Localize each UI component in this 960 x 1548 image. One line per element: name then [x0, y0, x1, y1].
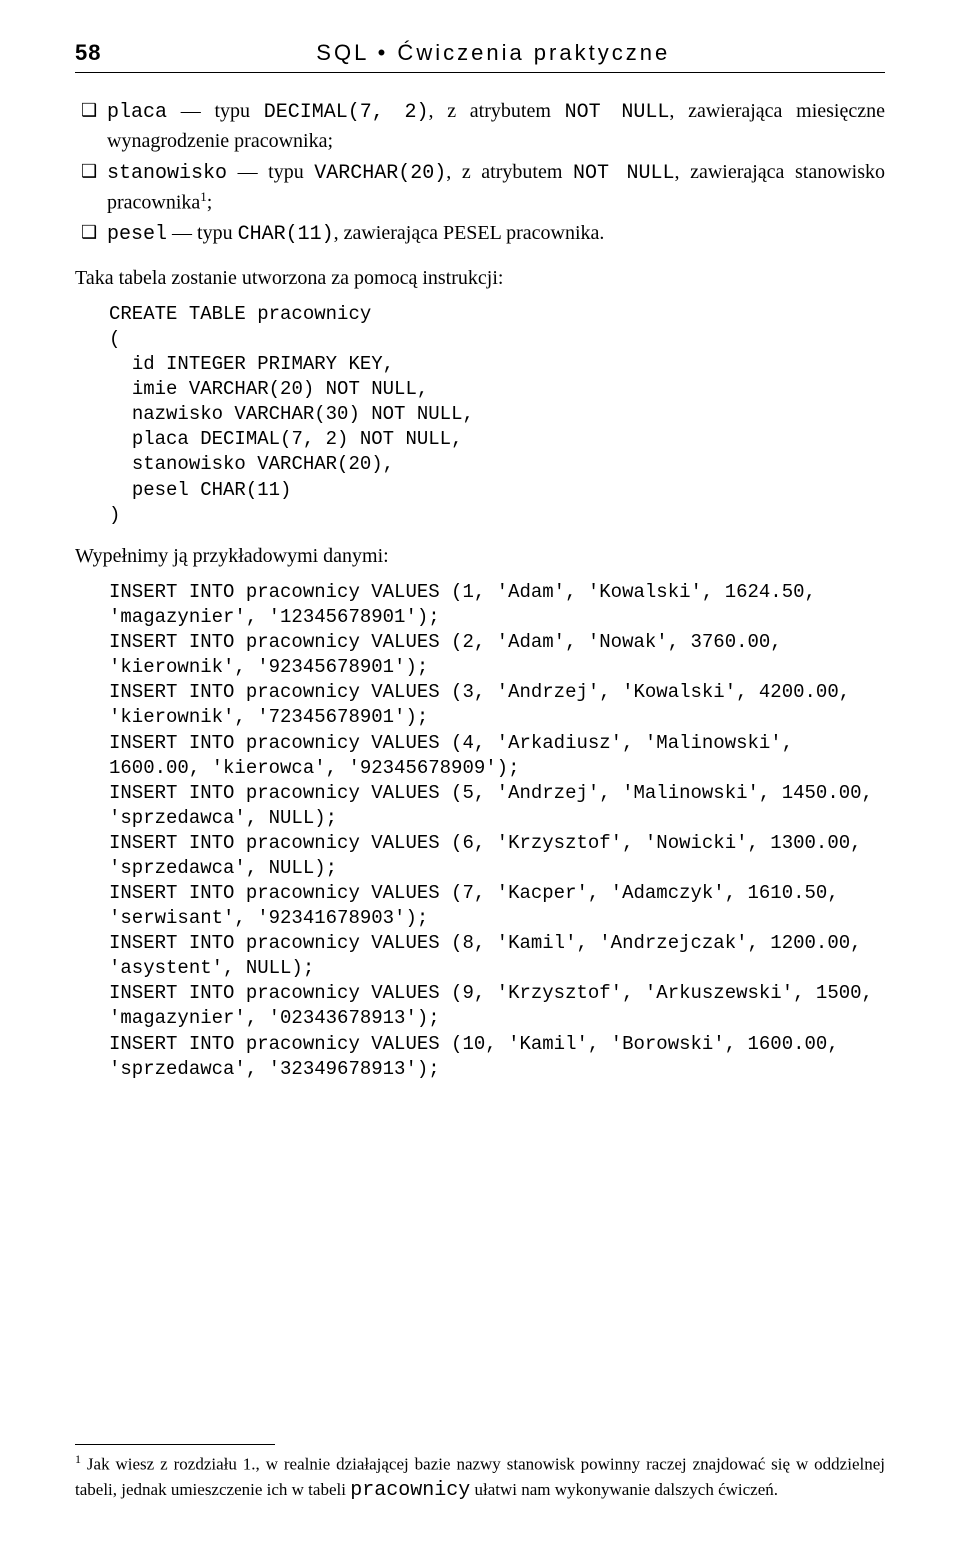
text: ;	[207, 192, 213, 214]
list-item: placa — typu DECIMAL(7, 2), z atrybutem …	[75, 97, 885, 156]
footnote-rule	[75, 1444, 275, 1445]
text: — typu	[167, 100, 264, 122]
code-block: CREATE TABLE pracownicy ( id INTEGER PRI…	[109, 302, 885, 528]
footnote-area: 1 Jak wiesz z rozdziału 1., w realnie dz…	[75, 1444, 885, 1504]
code-inline: CHAR(11)	[238, 223, 334, 246]
code-inline: pesel	[107, 223, 167, 246]
code-inline: DECIMAL(7, 2)	[264, 101, 429, 124]
page-number: 58	[75, 40, 101, 66]
bullet-list: placa — typu DECIMAL(7, 2), z atrybutem …	[75, 97, 885, 250]
text: , z atrybutem	[446, 161, 573, 183]
footnote: 1 Jak wiesz z rozdziału 1., w realnie dz…	[75, 1451, 885, 1504]
page-header: 58 SQL • Ćwiczenia praktyczne	[75, 40, 885, 73]
code-inline: VARCHAR(20)	[314, 162, 446, 185]
code-inline: NOT NULL	[565, 101, 670, 124]
code-inline: stanowisko	[107, 162, 227, 185]
text: — typu	[167, 222, 238, 244]
paragraph: Wypełnimy ją przykładowymi danymi:	[75, 542, 885, 570]
code-inline: pracownicy	[350, 1479, 470, 1502]
code-inline: NOT NULL	[573, 162, 675, 185]
footnote-text: ułatwi nam wykonywanie dalszych ćwiczeń.	[470, 1480, 778, 1499]
list-item: stanowisko — typu VARCHAR(20), z atrybut…	[75, 158, 885, 217]
code-inline: placa	[107, 101, 167, 124]
list-item: pesel — typu CHAR(11), zawierająca PESEL…	[75, 219, 885, 249]
page: 58 SQL • Ćwiczenia praktyczne placa — ty…	[0, 0, 960, 1548]
text: , z atrybutem	[428, 100, 564, 122]
code-block: INSERT INTO pracownicy VALUES (1, 'Adam'…	[109, 580, 885, 1082]
paragraph: Taka tabela zostanie utworzona za pomocą…	[75, 264, 885, 292]
header-title: SQL • Ćwiczenia praktyczne	[101, 40, 885, 66]
text: , zawierająca PESEL pracownika.	[334, 222, 605, 244]
text: — typu	[227, 161, 314, 183]
